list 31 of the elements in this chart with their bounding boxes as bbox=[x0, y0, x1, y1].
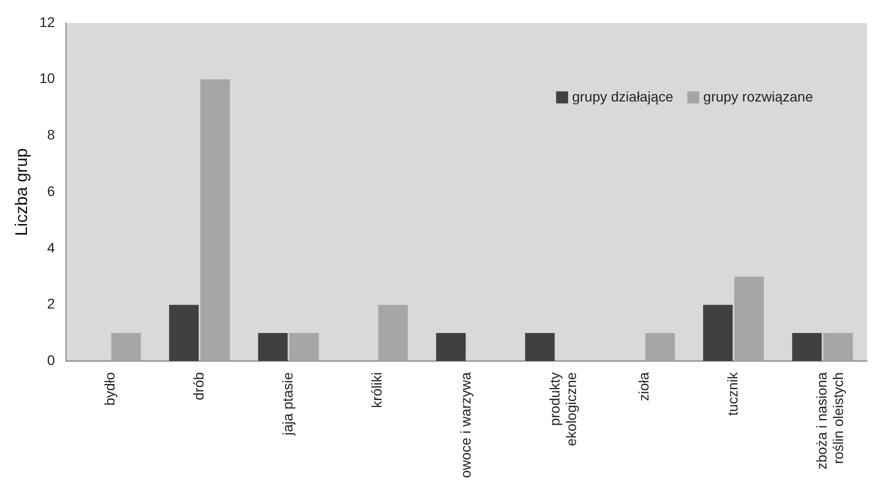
bar bbox=[792, 333, 822, 362]
x-tick-label: drób bbox=[190, 372, 206, 400]
y-tick-label: 10 bbox=[39, 70, 56, 86]
bar bbox=[169, 304, 199, 362]
bar bbox=[111, 333, 141, 362]
bar bbox=[525, 333, 555, 362]
bar bbox=[823, 333, 853, 362]
x-tick-label: tucznik bbox=[724, 371, 740, 416]
x-tick-label: bydło bbox=[101, 372, 118, 406]
x-tick-label: owoce i warzywa bbox=[457, 372, 474, 478]
y-tick-label: 0 bbox=[47, 352, 56, 368]
bar bbox=[200, 79, 230, 362]
legend-label: grupy działające bbox=[572, 88, 674, 104]
y-tick-label: 8 bbox=[47, 126, 56, 143]
bar bbox=[436, 333, 466, 362]
bar bbox=[378, 304, 408, 362]
y-tick-label: 2 bbox=[47, 296, 56, 312]
y-axis-title: Liczba grup bbox=[12, 148, 31, 236]
y-tick-label: 12 bbox=[39, 14, 56, 30]
bar bbox=[703, 304, 733, 362]
x-tick-label: produkty ekologiczne bbox=[546, 372, 580, 446]
x-tick-label: zioła bbox=[635, 372, 652, 401]
bar bbox=[289, 333, 319, 362]
x-tick-label: jaja ptasie bbox=[279, 372, 296, 436]
x-tick-label: króliki bbox=[368, 372, 384, 408]
bar bbox=[734, 276, 764, 362]
y-tick-label: 6 bbox=[47, 182, 56, 199]
legend-label: grupy rozwiązane bbox=[703, 88, 814, 104]
y-tick-label: 4 bbox=[47, 239, 56, 256]
bar bbox=[258, 333, 288, 362]
bar bbox=[645, 333, 675, 362]
